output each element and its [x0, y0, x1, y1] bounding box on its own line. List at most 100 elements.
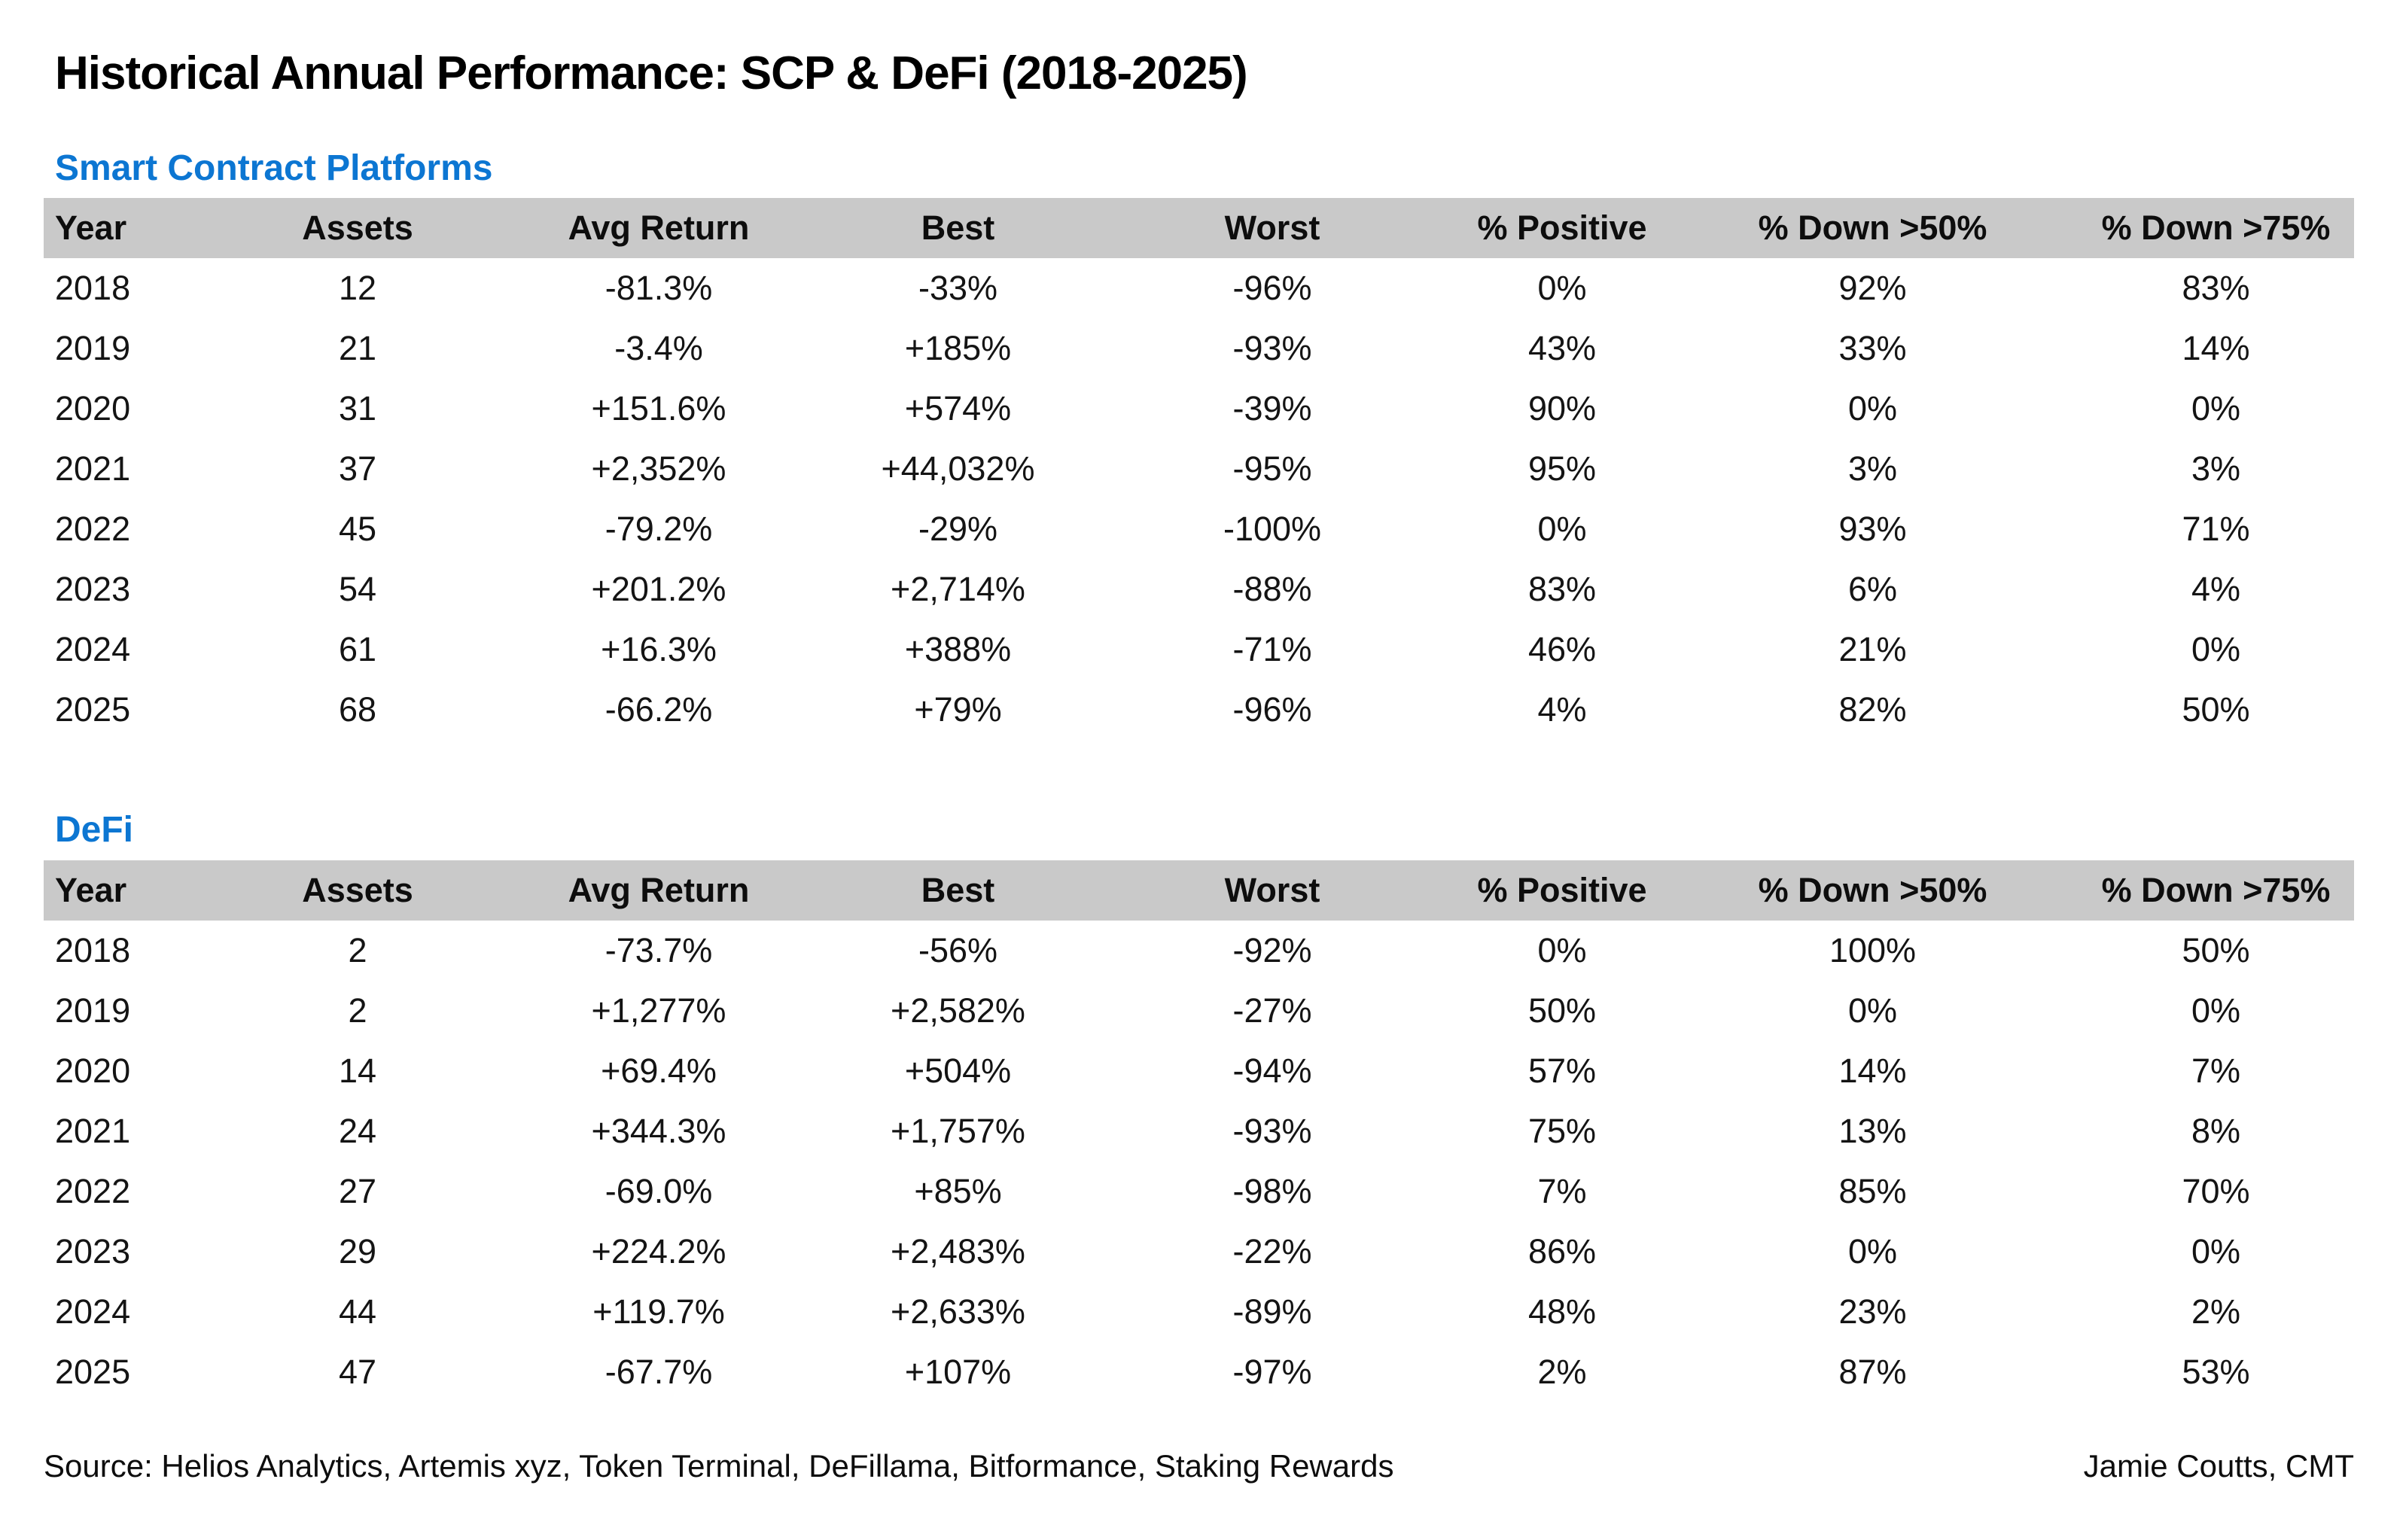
table-cell: -93%	[1232, 329, 1312, 368]
table-cell: +201.2%	[591, 570, 726, 609]
table-cell: 44	[338, 1292, 377, 1331]
author-text: Jamie Coutts, CMT	[2083, 1447, 2354, 1484]
table-cell: 92%	[1838, 269, 1907, 308]
column-header-down-75: % Down >75%	[2078, 860, 2354, 921]
table-cell: 4%	[1537, 690, 1587, 729]
table-row: 2024 44 +119.7% +2,633% -89% 48% 23% 2%	[44, 1282, 2354, 1342]
table-cell: 93%	[1838, 510, 1907, 549]
table-cell: 12	[338, 269, 377, 308]
table-cell: +224.2%	[591, 1231, 726, 1271]
table-cell: 53%	[2182, 1352, 2250, 1391]
table-cell: 13%	[1838, 1111, 1907, 1150]
column-header-year: Year	[44, 198, 226, 259]
table-row: 2018 12 -81.3% -33% -96% 0% 92% 83%	[44, 258, 2354, 318]
table-cell: -79.2%	[605, 510, 713, 549]
table-cell: 2022	[55, 510, 131, 549]
table-cell: 0%	[1537, 269, 1587, 308]
table-cell: +119.7%	[592, 1292, 725, 1331]
table-cell: +185%	[904, 329, 1012, 368]
table-cell: 21%	[1838, 630, 1907, 669]
table-cell: -92%	[1232, 930, 1312, 969]
column-header-down-75: % Down >75%	[2078, 198, 2354, 259]
table-row: 2025 68 -66.2% +79% -96% 4% 82% 50%	[44, 680, 2354, 740]
table-cell: 2021	[55, 1111, 131, 1150]
table-cell: 61	[338, 630, 377, 669]
table-cell: 50%	[2182, 930, 2250, 969]
table-cell: 75%	[1527, 1111, 1597, 1150]
table-cell: +388%	[904, 630, 1012, 669]
section-label-smart-contract-platforms: Smart Contract Platforms	[55, 148, 493, 189]
table-cell: 54	[338, 570, 377, 609]
column-header-positive: % Positive	[1457, 860, 1667, 921]
table-cell: 0%	[1847, 389, 1898, 428]
table-cell: -27%	[1232, 991, 1312, 1030]
table-row: 2021 37 +2,352% +44,032% -95% 95% 3% 3%	[44, 439, 2354, 499]
column-header-down-50: % Down >50%	[1667, 198, 2078, 259]
table-cell: -95%	[1232, 449, 1312, 488]
table-cell: 83%	[2182, 269, 2250, 308]
table-row: 2024 61 +16.3% +388% -71% 46% 21% 0%	[44, 619, 2354, 680]
table-cell: -88%	[1232, 570, 1312, 609]
table-cell: 8%	[2191, 1111, 2241, 1150]
column-header-avg-return: Avg Return	[489, 860, 828, 921]
table-cell: 50%	[2182, 690, 2250, 729]
table-cell: +2,352%	[591, 449, 726, 488]
table-cell: 45	[338, 510, 377, 549]
table-cell: 23%	[1838, 1292, 1907, 1331]
table-row: 2019 21 -3.4% +185% -93% 43% 33% 14%	[44, 318, 2354, 379]
table-cell: -96%	[1232, 690, 1312, 729]
table-cell: 0%	[1847, 991, 1898, 1030]
table-cell: 95%	[1527, 449, 1597, 488]
table-cell: +85%	[914, 1171, 1002, 1210]
table-cell: 48%	[1527, 1292, 1597, 1331]
table-cell: 0%	[1537, 510, 1587, 549]
table-cell: -94%	[1232, 1051, 1312, 1090]
table-cell: 2019	[55, 329, 131, 368]
table-cell: 3%	[1847, 449, 1898, 488]
table-cell: -39%	[1232, 389, 1312, 428]
table-cell: 46%	[1527, 630, 1597, 669]
table-cell: 27	[338, 1171, 377, 1210]
table-cell: -33%	[918, 269, 998, 308]
table-cell: 2%	[2191, 1292, 2241, 1331]
table-cell: -69.0%	[605, 1171, 713, 1210]
table-cell: 2019	[55, 991, 131, 1030]
table-cell: 0%	[2191, 991, 2241, 1030]
table-cell: -96%	[1232, 269, 1312, 308]
table-cell: -71%	[1232, 630, 1312, 669]
table-row: 2018 2 -73.7% -56% -92% 0% 100% 50%	[44, 921, 2354, 981]
table-cell: 14%	[1838, 1051, 1907, 1090]
table-cell: -93%	[1232, 1111, 1312, 1150]
table-cell: 2025	[55, 1352, 131, 1391]
table-cell: +574%	[904, 389, 1012, 428]
table-cell: 57%	[1527, 1051, 1597, 1090]
table-cell: -100%	[1223, 510, 1322, 549]
table-cell: +1,277%	[591, 991, 726, 1030]
table-row: 2023 29 +224.2% +2,483% -22% 86% 0% 0%	[44, 1222, 2354, 1282]
table-row: 2019 2 +1,277% +2,582% -27% 50% 0% 0%	[44, 981, 2354, 1041]
table-cell: 2020	[55, 1051, 131, 1090]
table-row: 2022 45 -79.2% -29% -100% 0% 93% 71%	[44, 499, 2354, 559]
table-cell: -66.2%	[605, 690, 713, 729]
defi-header-row: Year Assets Avg Return Best Worst% Positive%…	[44, 860, 2354, 921]
table-cell: 50%	[1527, 991, 1597, 1030]
table-cell: 47	[338, 1352, 377, 1391]
column-header-assets: Assets	[226, 860, 489, 921]
column-header-best: Best	[828, 860, 1088, 921]
table-cell: 3%	[2191, 449, 2241, 488]
column-header-assets: Assets	[226, 198, 489, 259]
scp-header-row: Year Assets Avg Return Best Worst% Positive%…	[44, 198, 2354, 259]
table-cell: -97%	[1232, 1352, 1312, 1391]
table-cell: 68	[338, 690, 377, 729]
table-cell: 71%	[2182, 510, 2250, 549]
table-cell: 33%	[1838, 329, 1907, 368]
column-header-worst: Worst	[1088, 198, 1457, 259]
table-row: 2020 14 +69.4% +504% -94% 57% 14% 7%	[44, 1041, 2354, 1101]
table-cell: -56%	[918, 930, 998, 969]
table-cell: 24	[338, 1111, 377, 1150]
table-cell: 43%	[1527, 329, 1597, 368]
table-row: 2023 54 +201.2% +2,714% -88% 83% 6% 4%	[44, 559, 2354, 619]
defi-table: Year Assets Avg Return Best Worst% Positive%…	[44, 860, 2354, 1402]
footer: Source: Helios Analytics, Artemis xyz, T…	[44, 1447, 2354, 1485]
table-cell: 100%	[1829, 930, 1917, 969]
